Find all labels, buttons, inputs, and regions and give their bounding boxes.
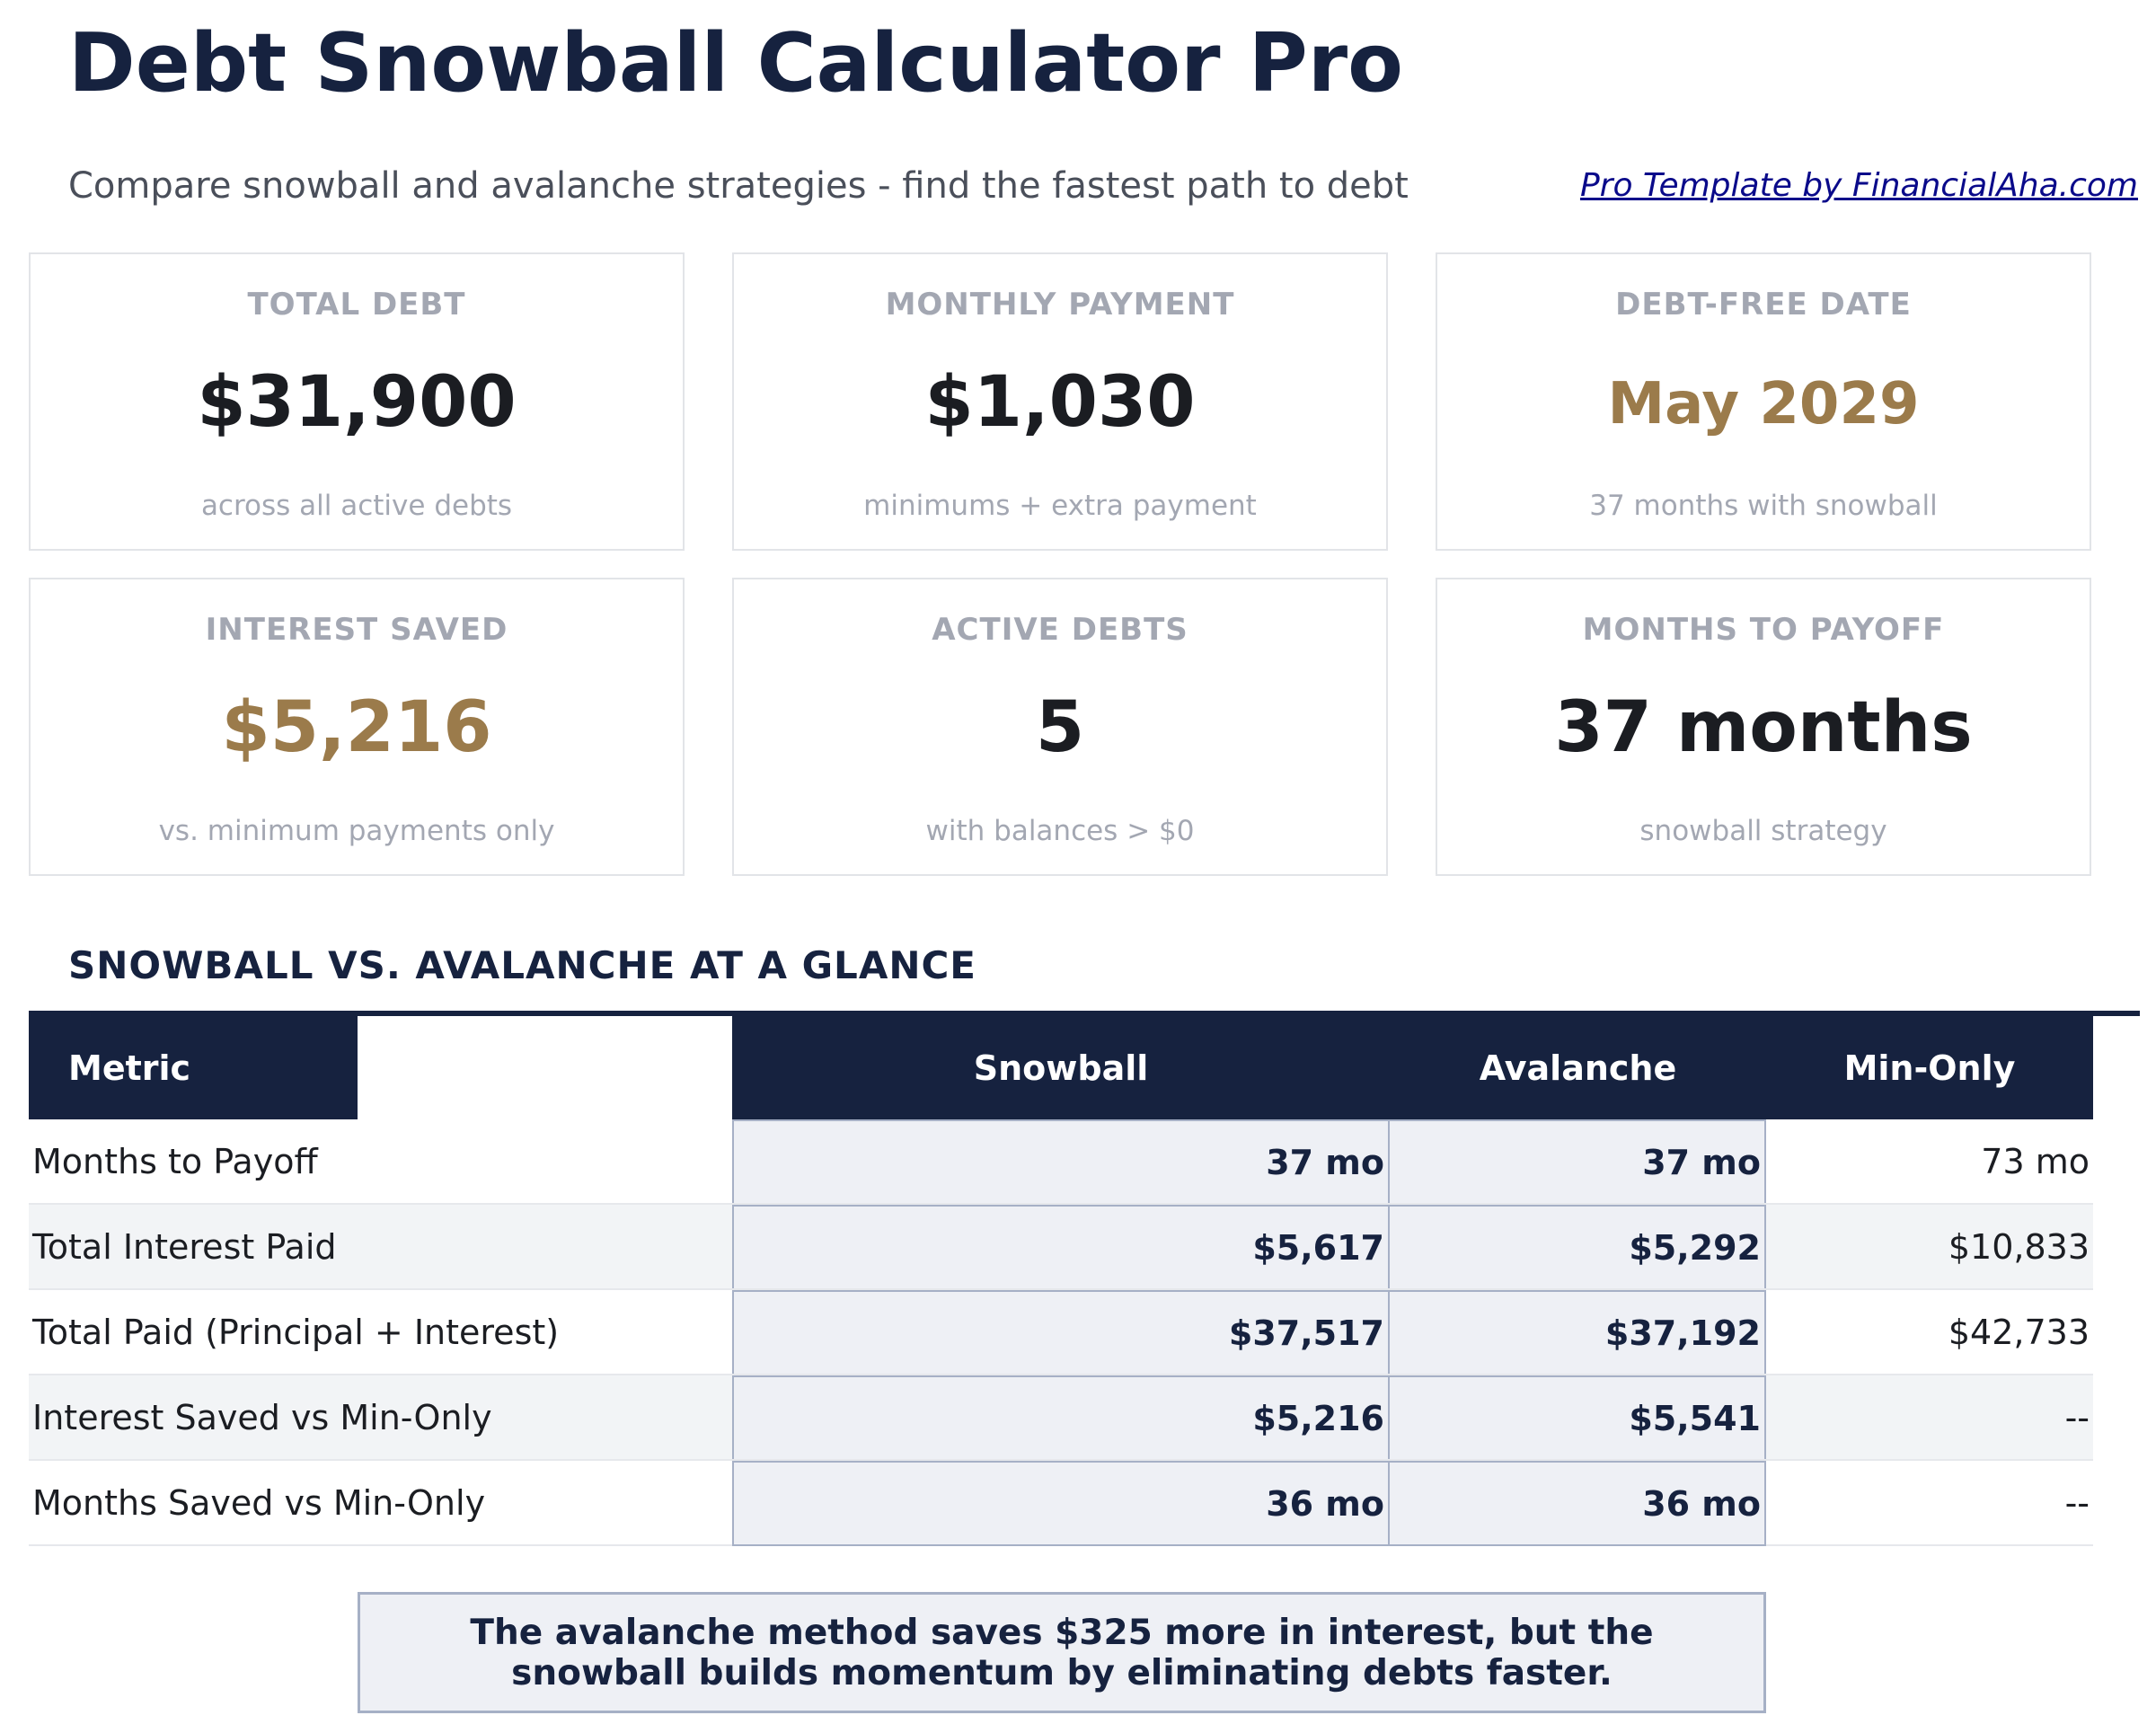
section-heading: SNOWBALL VS. AVALANCHE AT A GLANCE <box>68 943 976 987</box>
table-row: Months to Payoff 37 mo 37 mo 73 mo <box>29 1119 2093 1205</box>
header-snowball: Snowball <box>732 1016 1390 1119</box>
comparison-note: The avalanche method saves $325 more in … <box>358 1592 1766 1713</box>
avalanche-cell: $37,192 <box>1390 1290 1766 1374</box>
credit-link[interactable]: Pro Template by FinancialAha.com <box>1579 167 2138 204</box>
card-monthly-payment: MONTHLY PAYMENT $1,030 minimums + extra … <box>732 252 1388 551</box>
card-subtext: across all active debts <box>200 490 513 522</box>
card-interest-saved: INTEREST SAVED $5,216 vs. minimum paymen… <box>29 578 685 876</box>
snowball-cell: 36 mo <box>732 1461 1390 1546</box>
page-subtitle: Compare snowball and avalanche strategie… <box>68 165 1409 207</box>
card-label: INTEREST SAVED <box>205 612 508 648</box>
metric-cell: Months Saved vs Min-Only <box>32 1482 486 1523</box>
card-subtext: snowball strategy <box>1639 815 1887 847</box>
header-min-only: Min-Only <box>1766 1016 2093 1119</box>
min-only-cell: -- <box>2064 1397 2090 1437</box>
snowball-cell: $5,617 <box>732 1205 1390 1288</box>
section-divider <box>29 1011 2140 1016</box>
header-label: Avalanche <box>1479 1048 1677 1088</box>
card-subtext: 37 months with snowball <box>1589 490 1938 522</box>
table-row: Months Saved vs Min-Only 36 mo 36 mo -- <box>29 1461 2093 1546</box>
table-row: Total Interest Paid $5,617 $5,292 $10,83… <box>29 1205 2093 1290</box>
header-metric: Metric <box>29 1016 358 1119</box>
card-value: 37 months <box>1554 687 1973 768</box>
card-total-debt: TOTAL DEBT $31,900 across all active deb… <box>29 252 685 551</box>
card-subtext: vs. minimum payments only <box>158 815 555 847</box>
snowball-cell: 37 mo <box>732 1119 1390 1203</box>
card-label: ACTIVE DEBTS <box>932 612 1188 648</box>
card-debt-free-date: DEBT-FREE DATE May 2029 37 months with s… <box>1436 252 2091 551</box>
avalanche-cell: 36 mo <box>1390 1461 1766 1546</box>
card-active-debts: ACTIVE DEBTS 5 with balances > $0 <box>732 578 1388 876</box>
card-subtext: minimums + extra payment <box>863 490 1257 522</box>
page-title: Debt Snowball Calculator Pro <box>68 16 1403 111</box>
card-subtext: with balances > $0 <box>925 815 1195 847</box>
header-label: Snowball <box>973 1048 1149 1088</box>
card-months-to-payoff: MONTHS TO PAYOFF 37 months snowball stra… <box>1436 578 2091 876</box>
metric-cell: Interest Saved vs Min-Only <box>32 1397 492 1437</box>
header-label: Min-Only <box>1843 1048 2016 1088</box>
metric-cell: Total Paid (Principal + Interest) <box>32 1312 560 1352</box>
min-only-cell: -- <box>2064 1482 2090 1523</box>
metric-cell: Months to Payoff <box>32 1141 318 1181</box>
card-value: $5,216 <box>221 687 492 768</box>
card-label: DEBT-FREE DATE <box>1615 287 1912 323</box>
card-value: $1,030 <box>924 362 1196 443</box>
min-only-cell: $42,733 <box>1948 1312 2090 1352</box>
avalanche-cell: 37 mo <box>1390 1119 1766 1203</box>
card-label: TOTAL DEBT <box>247 287 466 323</box>
min-only-cell: 73 mo <box>1981 1141 2090 1181</box>
avalanche-cell: $5,541 <box>1390 1375 1766 1459</box>
snowball-cell: $5,216 <box>732 1375 1390 1459</box>
card-label: MONTHS TO PAYOFF <box>1582 612 1945 648</box>
table-row: Interest Saved vs Min-Only $5,216 $5,541… <box>29 1375 2093 1461</box>
card-value: May 2029 <box>1607 371 1920 438</box>
metric-cell: Total Interest Paid <box>32 1226 337 1267</box>
min-only-cell: $10,833 <box>1948 1226 2090 1267</box>
header-label: Metric <box>68 1048 191 1088</box>
header-avalanche: Avalanche <box>1390 1016 1766 1119</box>
card-value: 5 <box>1035 687 1085 768</box>
card-label: MONTHLY PAYMENT <box>885 287 1235 323</box>
card-value: $31,900 <box>197 362 517 443</box>
avalanche-cell: $5,292 <box>1390 1205 1766 1288</box>
table-row: Total Paid (Principal + Interest) $37,51… <box>29 1290 2093 1375</box>
snowball-cell: $37,517 <box>732 1290 1390 1374</box>
